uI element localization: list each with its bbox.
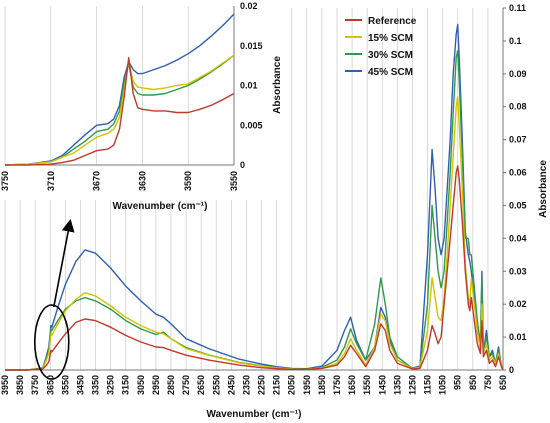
main-y-tick-label: 0.04 xyxy=(509,233,527,243)
main-y-tick-label: 0.11 xyxy=(509,3,526,13)
main-x-tick-label: 1150 xyxy=(423,375,433,395)
main-x-tick-label: 2850 xyxy=(166,375,176,395)
main-x-tick-label: 1250 xyxy=(407,375,417,395)
highlight-ellipse xyxy=(33,304,70,380)
main-x-tick-label: 1750 xyxy=(332,375,342,395)
main-y-tick-label: 0.1 xyxy=(509,36,522,46)
inset-x-tick-label: 3590 xyxy=(183,171,193,191)
legend-label: Reference xyxy=(368,16,417,27)
main-x-tick-label: 2450 xyxy=(226,375,236,395)
inset-x-axis-label: Wavenumber (cm⁻¹) xyxy=(113,201,208,212)
main-y-tick-label: 0.08 xyxy=(509,102,527,112)
main-x-tick-label: 3050 xyxy=(136,375,146,395)
main-y-tick-label: 0 xyxy=(509,365,514,375)
main-x-tick-label: 1050 xyxy=(438,375,448,395)
main-y-tick-label: 0.09 xyxy=(509,69,527,79)
inset-y-tick-label: 0.01 xyxy=(240,81,258,91)
main-x-tick-label: 950 xyxy=(453,375,463,390)
inset-y-tick-label: 0.02 xyxy=(240,1,258,11)
inset-x-tick-label: 3710 xyxy=(46,171,56,191)
main-x-tick-label: 750 xyxy=(483,375,493,390)
main-x-tick-label: 1550 xyxy=(362,375,372,395)
main-x-tick-label: 3650 xyxy=(45,375,55,395)
main-x-tick-label: 2550 xyxy=(211,375,221,395)
main-x-tick-label: 1950 xyxy=(302,375,312,395)
main-x-tick-label: 3450 xyxy=(75,375,85,395)
main-x-tick-label: 2950 xyxy=(151,375,161,395)
main-series-line-15-scm xyxy=(5,96,504,371)
inset-y-axis-label: Absorbance xyxy=(272,56,283,114)
main-x-tick-label: 3350 xyxy=(91,375,101,395)
main-x-tick-label: 2250 xyxy=(257,375,267,395)
main-x-tick-label: 1650 xyxy=(347,375,357,395)
legend-label: 15% SCM xyxy=(368,33,413,44)
inset-background xyxy=(0,0,290,200)
main-x-tick-label: 1350 xyxy=(392,375,402,395)
main-series-line-45-scm xyxy=(5,23,504,371)
main-x-tick-label: 650 xyxy=(498,375,508,390)
main-x-tick-label: 3950 xyxy=(0,375,10,395)
main-x-tick-label: 2350 xyxy=(241,375,251,395)
main-y-tick-label: 0.07 xyxy=(509,135,527,145)
main-x-tick-label: 1450 xyxy=(377,375,387,395)
legend-label: 30% SCM xyxy=(368,50,413,61)
main-y-tick-label: 0.03 xyxy=(509,266,527,276)
legend-label: 45% SCM xyxy=(368,67,413,78)
inset-y-tick-label: 0.015 xyxy=(240,41,263,51)
main-y-tick-label: 0.06 xyxy=(509,168,527,178)
main-series-line-30-scm xyxy=(5,50,504,371)
inset-y-tick-label: 0.005 xyxy=(240,120,263,130)
inset-series-line-reference xyxy=(5,57,235,166)
main-y-tick-label: 0.02 xyxy=(509,299,527,309)
main-x-tick-label: 3550 xyxy=(60,375,70,395)
main-x-tick-label: 3150 xyxy=(121,375,131,395)
main-x-tick-label: 3750 xyxy=(30,375,40,395)
legend: Reference 15% SCM 30% SCM 45% SCM xyxy=(345,16,417,78)
main-x-tick-label: 2750 xyxy=(181,375,191,395)
main-x-tick-label: 2150 xyxy=(272,375,282,395)
main-x-tick-label: 2050 xyxy=(287,375,297,395)
inset-x-tick-label: 3670 xyxy=(92,171,102,191)
main-y-tick-label: 0.05 xyxy=(509,200,527,210)
inset-x-tick-label: 3550 xyxy=(229,171,239,191)
main-series-line-reference xyxy=(5,165,504,371)
zoom-arrow xyxy=(52,218,75,308)
main-x-tick-label: 3850 xyxy=(15,375,25,395)
inset-x-tick-label: 3630 xyxy=(137,171,147,191)
main-x-tick-label: 1850 xyxy=(317,375,327,395)
inset-y-tick-label: 0 xyxy=(240,160,245,170)
main-x-tick-label: 850 xyxy=(468,375,478,390)
main-x-axis-label: Wavenumber (cm⁻¹) xyxy=(207,409,302,420)
main-x-tick-label: 3250 xyxy=(106,375,116,395)
inset-x-tick-label: 3750 xyxy=(0,171,10,191)
main-y-tick-label: 0.01 xyxy=(509,332,527,342)
main-y-axis-label: Absorbance xyxy=(538,160,549,218)
main-x-tick-label: 2650 xyxy=(196,375,206,395)
